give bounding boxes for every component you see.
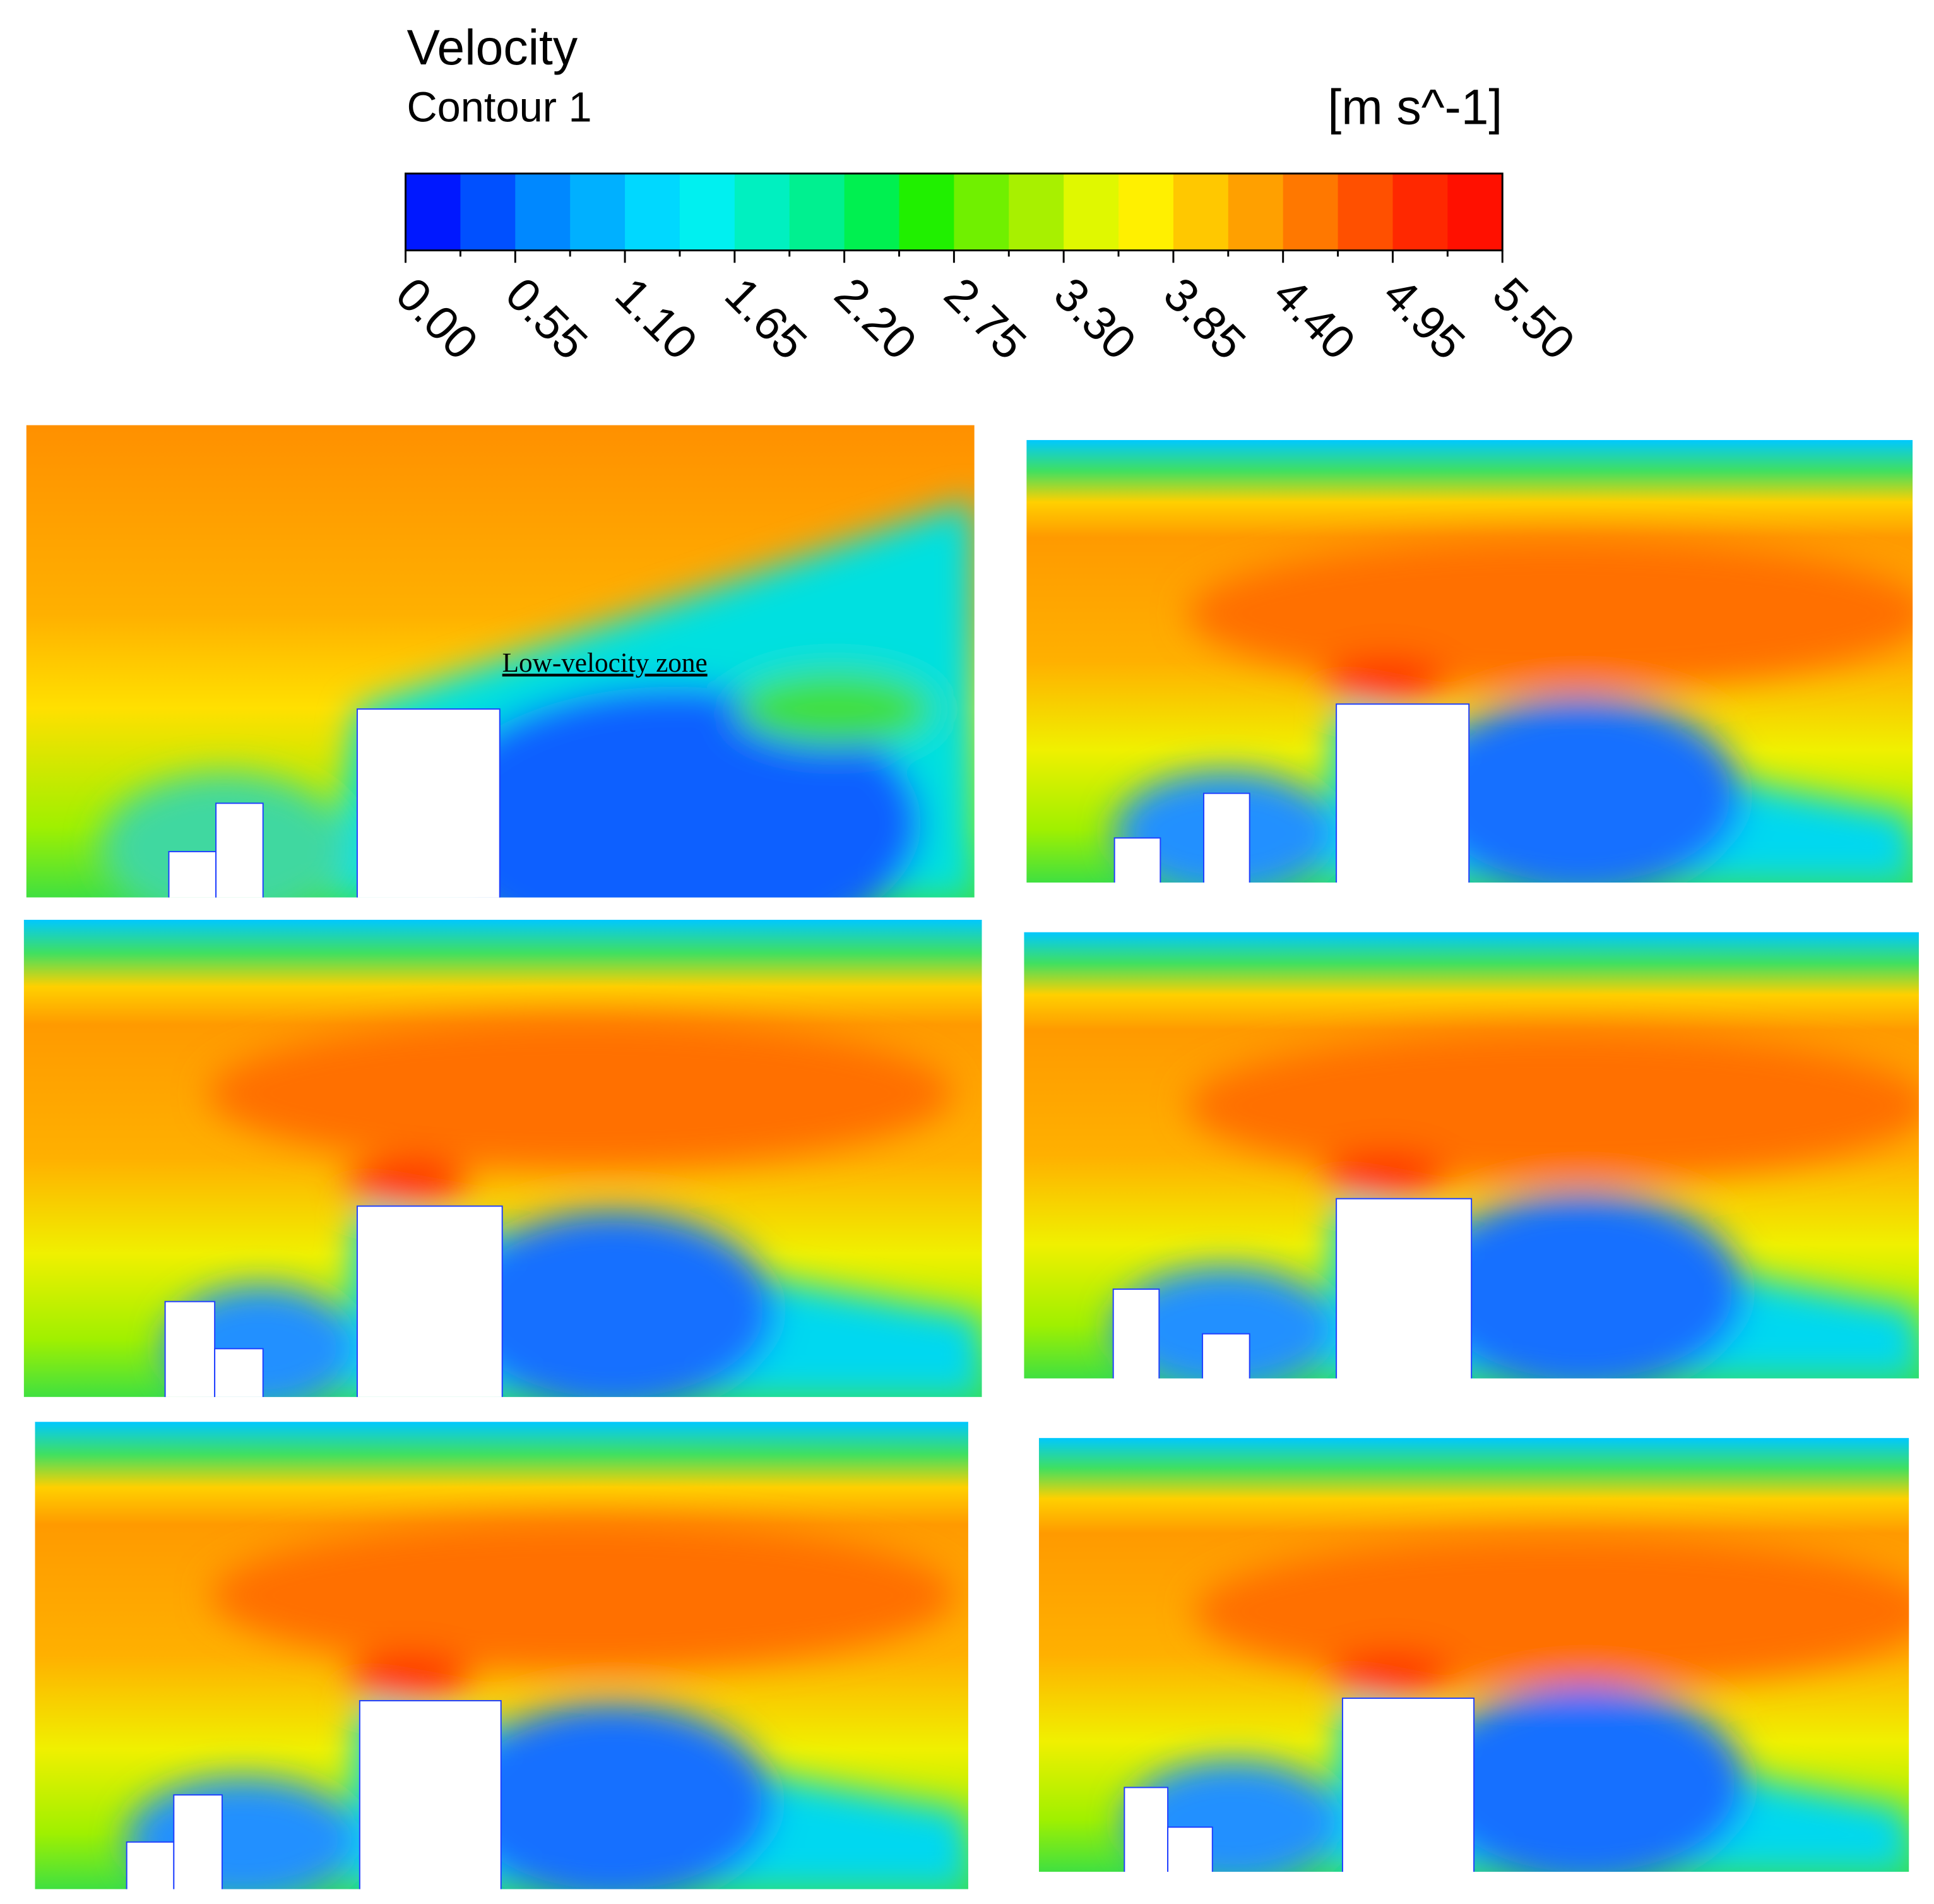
wake-core <box>1419 696 1742 883</box>
corner-jet <box>1324 657 1448 702</box>
color-band <box>899 173 955 251</box>
color-band <box>625 173 680 251</box>
field-features <box>126 1521 968 1889</box>
jet <box>1187 1031 1919 1181</box>
field-features <box>1114 539 1913 883</box>
color-band <box>1118 173 1174 251</box>
building <box>356 1205 503 1397</box>
color-band <box>844 173 900 251</box>
color-band <box>1338 173 1394 251</box>
contour-panel <box>26 425 975 898</box>
color-band <box>1064 173 1120 251</box>
contour-panels <box>23 425 1919 1889</box>
tick-label: 3.30 <box>1044 267 1146 369</box>
building <box>214 1348 264 1397</box>
building <box>215 802 264 898</box>
contour-panel <box>1038 1437 1909 1872</box>
color-band <box>1228 173 1284 251</box>
building <box>173 1794 223 1889</box>
color-band <box>1009 173 1065 251</box>
contour-panel <box>1026 440 1913 883</box>
color-band <box>679 173 735 251</box>
color-band <box>789 173 845 251</box>
building <box>1341 1698 1475 1872</box>
contour-panel <box>35 1422 968 1889</box>
annotation: Low-velocity zone <box>502 648 708 678</box>
tick-label: 4.95 <box>1373 267 1476 369</box>
color-band <box>1283 173 1339 251</box>
legend-title: Velocity <box>406 20 578 75</box>
tick-label: 3.85 <box>1154 267 1256 369</box>
cavity <box>1113 1266 1337 1379</box>
tick-label: 4.40 <box>1264 267 1366 369</box>
building <box>1124 1787 1169 1872</box>
building <box>1336 703 1470 883</box>
tick-label: 1.10 <box>605 267 708 369</box>
building <box>1336 1198 1473 1379</box>
legend-subtitle: Contour 1 <box>406 84 591 131</box>
corner-jet <box>347 1653 472 1699</box>
building <box>1112 1288 1160 1379</box>
building <box>1113 837 1161 883</box>
tick-label: 2.20 <box>825 267 927 369</box>
color-band <box>515 173 571 251</box>
color-band <box>1447 173 1504 251</box>
contour-panel <box>1024 932 1919 1379</box>
building <box>359 1699 502 1889</box>
color-band <box>1173 173 1229 251</box>
color-band <box>1392 173 1449 251</box>
building <box>164 1300 216 1397</box>
wake-core <box>451 1703 774 1889</box>
legend-unit: [m s^-1] <box>1327 79 1502 134</box>
color-band <box>954 173 1010 251</box>
wake-core <box>1421 1192 1745 1379</box>
jet <box>211 1521 955 1670</box>
building <box>126 1841 175 1889</box>
tick-label: 0.00 <box>386 267 489 369</box>
building <box>1202 1333 1250 1379</box>
building <box>168 850 217 898</box>
color-band <box>405 173 461 251</box>
color-bar: 0.00 0.55 1.10 1.65 2.20 2.75 3.30 3.85 4.40 4.95… <box>386 172 1585 369</box>
color-band <box>570 173 626 251</box>
corner-jet <box>345 1158 469 1204</box>
field-features <box>1124 1537 1909 1872</box>
tick-label: 2.75 <box>934 267 1036 369</box>
wake-green <box>735 672 934 747</box>
corner-jet <box>1330 1651 1454 1696</box>
jet <box>1194 1537 1909 1686</box>
contour-panel <box>23 919 982 1397</box>
building <box>1167 1826 1213 1872</box>
building <box>1203 792 1250 883</box>
tick-label: 0.55 <box>495 267 598 369</box>
wake-core <box>1424 1686 1747 1872</box>
color-band <box>734 173 790 251</box>
tick-label: 5.50 <box>1483 267 1585 369</box>
wake-core <box>453 1211 775 1397</box>
field-features <box>165 1019 982 1397</box>
jet <box>208 1019 952 1168</box>
color-band <box>460 173 516 251</box>
field-features <box>1113 1031 1919 1379</box>
corner-jet <box>1324 1151 1448 1196</box>
building <box>356 708 501 898</box>
tick-label: 1.65 <box>715 267 817 369</box>
jet <box>1187 539 1913 688</box>
